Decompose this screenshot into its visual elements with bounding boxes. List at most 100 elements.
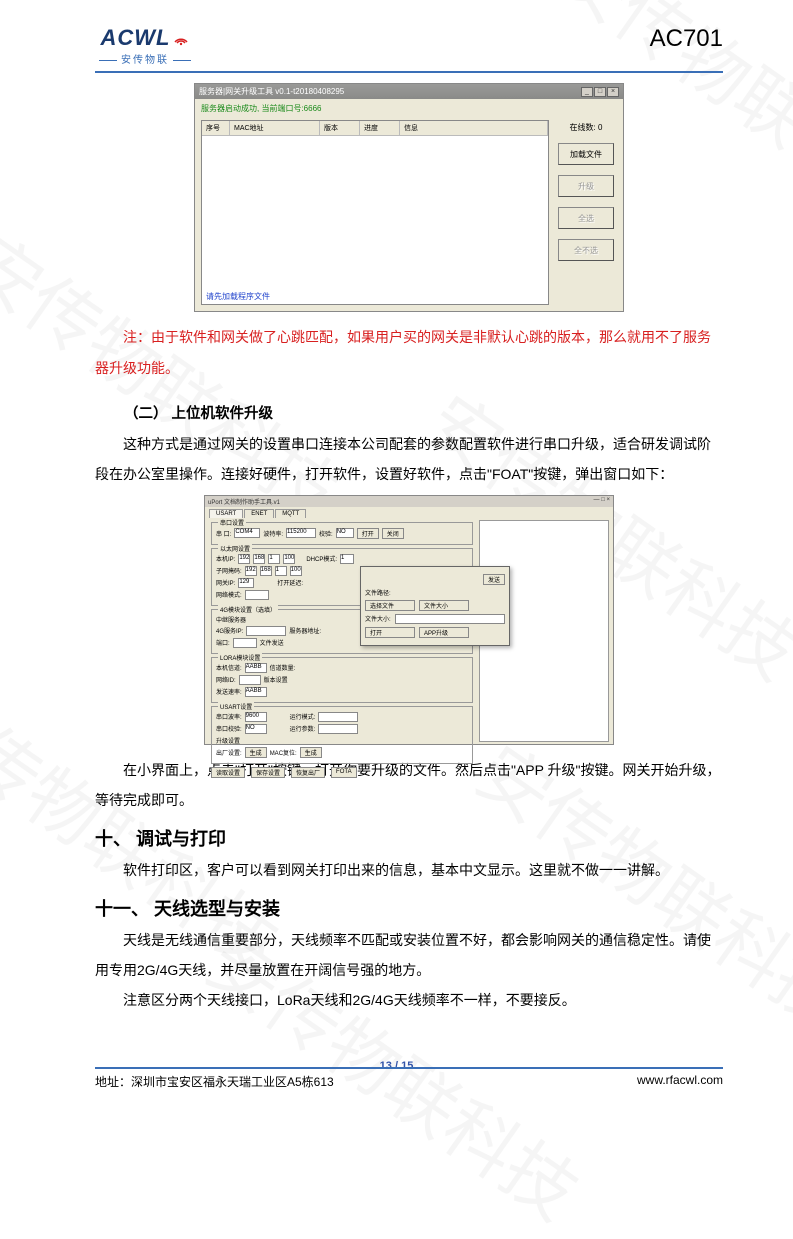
lbl-mac: MAC复位:: [270, 748, 297, 757]
lbl-port2: 端口:: [216, 638, 230, 647]
lbl-mask: 子网掩码:: [216, 566, 242, 575]
lbl-netmode: 网络模式:: [216, 590, 242, 599]
tab-enet[interactable]: ENET: [244, 509, 274, 518]
dlg-select-button[interactable]: 选择文件: [365, 600, 415, 611]
check-select[interactable]: NO: [336, 528, 354, 538]
rate-input[interactable]: AABB: [245, 687, 267, 697]
gw-input[interactable]: 129: [238, 578, 254, 588]
dlg-file-field[interactable]: [395, 614, 505, 624]
mask-3[interactable]: 1: [275, 566, 287, 576]
col-ver: 版本: [320, 121, 360, 135]
freq-input[interactable]: AABB: [245, 663, 267, 673]
foat-button[interactable]: FOTA: [331, 767, 357, 778]
tab-mqtt[interactable]: MQTT: [275, 509, 306, 518]
ip-4[interactable]: 100: [283, 554, 295, 564]
section-2-title: （二） 上位机软件升级: [95, 402, 723, 423]
logo-text: ACWL: [101, 25, 171, 51]
dlg-size-button[interactable]: 文件大小: [419, 600, 469, 611]
mask-2[interactable]: 168: [260, 566, 272, 576]
logo: ACWL 安传物联: [95, 25, 195, 66]
lbl-baud: 波特率:: [263, 529, 283, 538]
mac-button[interactable]: 生成: [300, 747, 322, 758]
wifi-icon: [173, 30, 189, 46]
section-2-para: 这种方式是通过网关的设置串口连接本公司配套的参数配置软件进行串口升级，适合研发调…: [95, 429, 723, 489]
netid-input[interactable]: [239, 675, 261, 685]
foat-dialog: 发送 文件路径: 选择文件 文件大小 文件大小: 打开 APP升级: [360, 566, 510, 646]
lbl-dhcp: DHCP模式:: [306, 554, 337, 563]
dlg-send-button[interactable]: 发送: [483, 574, 505, 585]
ucheck-input[interactable]: NO: [245, 724, 267, 734]
group-label: USART设置: [218, 702, 254, 711]
lbl-check: 校验:: [319, 529, 333, 538]
lbl-svraddr: 服务器地址:: [289, 626, 321, 635]
col-index: 序号: [202, 121, 230, 135]
lbl-gw: 网关IP:: [216, 578, 235, 587]
para-11a: 天线是无线通信重要部分，天线频率不匹配或安装位置不好，都会影响网关的通信稳定性。…: [95, 925, 723, 985]
dlg-open-button[interactable]: 打开: [365, 627, 415, 638]
page-footer: 地址：深圳市宝安区福永天瑞工业区A5栋613 www.rfacwl.com: [95, 1067, 723, 1090]
lbl-freq: 本机信道:: [216, 663, 242, 672]
group-label: 4G模块设置（选填）: [218, 605, 278, 614]
window-title: 服务器|网关升级工具 v0.1-t20180408295: [199, 86, 344, 97]
tab-usart[interactable]: USART: [209, 509, 243, 518]
upgrade-button[interactable]: 升级: [558, 175, 614, 197]
note-text: 注：由于软件和网关做了心跳匹配，如果用户买的网关是非默认心跳的版本，那么就用不了…: [95, 322, 723, 384]
min-icon[interactable]: _: [581, 87, 593, 97]
mask-4[interactable]: 100: [290, 566, 302, 576]
close-icon[interactable]: — □ ×: [594, 497, 610, 506]
upgrade-tool-window: 服务器|网关升级工具 v0.1-t20180408295 _ □ × 服务器启动…: [194, 83, 624, 312]
ubaud-input[interactable]: 9600: [245, 712, 267, 722]
logo-cn: 安传物联: [95, 51, 195, 66]
window-titlebar: 服务器|网关升级工具 v0.1-t20180408295 _ □ ×: [195, 84, 623, 99]
max-icon[interactable]: □: [594, 87, 606, 97]
lbl-ip: 本机IP:: [216, 554, 235, 563]
heading-10: 十、 调试与打印: [95, 825, 723, 851]
4gip-input[interactable]: [246, 626, 286, 636]
default-button[interactable]: 生成: [245, 747, 267, 758]
serial-group: 串口设置 串 口: COM4 波特率: 115200 校验: NO 打开 关闭: [211, 522, 473, 545]
netmode-input[interactable]: [245, 590, 269, 600]
load-file-button[interactable]: 加载文件: [558, 143, 614, 165]
port2-input[interactable]: [233, 638, 257, 648]
load-hint: 请先加载程序文件: [206, 291, 270, 302]
lbl-remote: 中继服务器: [216, 615, 246, 624]
lbl-seg: 信道数量:: [270, 663, 296, 672]
group-label: LORA模块设置: [218, 653, 262, 662]
para-11b: 注意区分两个天线接口，LoRa天线和2G/4G天线频率不一样，不要接反。: [95, 985, 723, 1015]
online-count: 在线数: 0: [570, 122, 603, 133]
umode2-input[interactable]: [318, 724, 358, 734]
ip-3[interactable]: 1: [268, 554, 280, 564]
model-label: AC701: [650, 25, 723, 53]
lbl-update: 升级设置: [216, 736, 240, 745]
dlg-app-button[interactable]: APP升级: [419, 627, 469, 638]
lbl-rate: 发送速率:: [216, 687, 242, 696]
umode-input[interactable]: [318, 712, 358, 722]
select-all-button[interactable]: 全选: [558, 207, 614, 229]
lbl-net2: 网络ID:: [216, 675, 236, 684]
save-button[interactable]: 保存设置: [251, 767, 285, 778]
ip-2[interactable]: 168: [253, 554, 265, 564]
col-prog: 进度: [360, 121, 400, 135]
lbl-umode2: 运行参数:: [290, 724, 316, 733]
tab-bar: USART ENET MQTT: [205, 507, 613, 518]
lbl-ubaud: 串口波率:: [216, 712, 242, 721]
group-label: 串口设置: [218, 518, 246, 527]
reset-button[interactable]: 恢复出厂: [291, 767, 325, 778]
open-button[interactable]: 打开: [357, 528, 379, 539]
close-icon[interactable]: ×: [607, 87, 619, 97]
mask-1[interactable]: 192: [245, 566, 257, 576]
footer-url: www.rfacwl.com: [637, 1073, 723, 1090]
server-status: 服务器启动成功, 当前端口号:6666: [195, 99, 623, 118]
baud-select[interactable]: 115200: [286, 528, 316, 538]
select-none-button[interactable]: 全不选: [558, 239, 614, 261]
read-button[interactable]: 读取设置: [211, 767, 245, 778]
col-info: 信息: [400, 121, 548, 135]
close-button[interactable]: 关闭: [382, 528, 404, 539]
lora-group: LORA模块设置 本机信道: AABB 信道数量: 网络ID: 版本设置 发送速…: [211, 657, 473, 703]
dhcp-input[interactable]: 1: [340, 554, 354, 564]
ip-1[interactable]: 192: [238, 554, 250, 564]
device-table: 序号 MAC地址 版本 进度 信息 请先加载程序文件: [201, 120, 549, 305]
port-select[interactable]: COM4: [234, 528, 260, 538]
page-header: ACWL 安传物联 AC701: [95, 25, 723, 73]
lbl-filesend: 文件发送: [260, 638, 284, 647]
